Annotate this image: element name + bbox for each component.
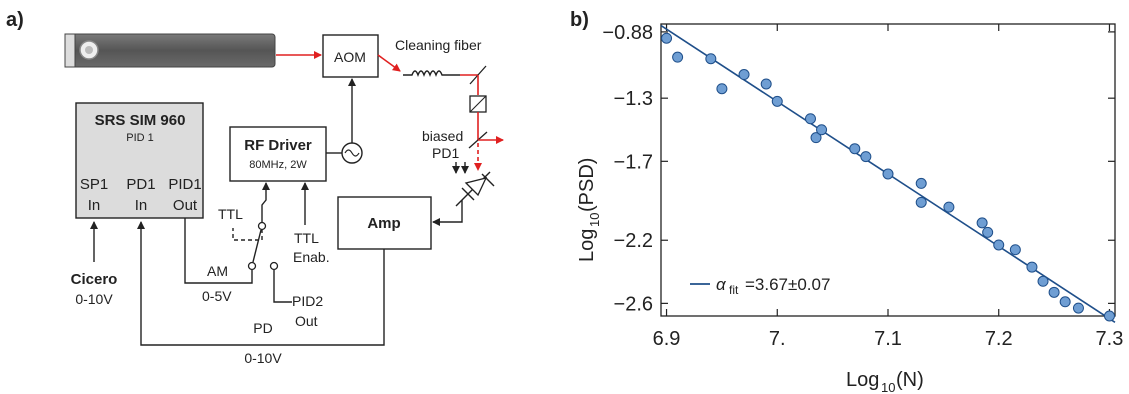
x-axis-label: Log 10 (N) [846,369,924,394]
panel-a: a) AOM Cleaning fiber biased PD1 [6,9,504,366]
legend-alpha: α [716,275,727,294]
data-point [760,78,772,90]
pd-label: PD [253,320,272,336]
data-point [982,226,994,238]
data-point [915,177,927,189]
sp1-in-label: In [88,197,101,214]
data-point [849,143,861,155]
data-point [860,151,872,163]
ttl-left-label: TTL [218,206,243,222]
wire-pid2 [273,270,292,303]
data-point [771,95,783,107]
srs-box [75,102,204,219]
wire-pd-to-amp [432,200,463,226]
aom-label: AOM [334,49,366,65]
srs-title: SRS SIM 960 [95,112,186,129]
ttl-enable-sub: Enab. [293,249,330,265]
panel-b: b) 6.9 7. 7.1 7.2 7.3 −0.88 −1.3 −1.7 −2.2 −2.6 α… [570,9,1123,394]
x-tick-label: 7.3 [1096,328,1124,350]
amp-box [337,196,432,250]
y-tick-label: −2.2 [614,230,653,252]
y-tick-label: −1.7 [614,151,653,173]
data-point [661,32,673,44]
data-point [943,201,955,213]
data-point [1103,310,1115,322]
x-tick-label: 7. [769,328,786,350]
y-tick-label: −0.88 [602,22,653,44]
rf-driver-box [229,126,327,182]
data-point [810,132,822,144]
data-point [882,168,894,180]
legend-value: =3.67±0.07 [745,275,830,294]
data-point [1072,302,1084,314]
legend-sub: fit [729,283,739,297]
pd-range: 0-10V [244,350,282,366]
rf-driver-label: RF Driver [244,137,312,154]
x-axis-label-main: Log [846,369,879,391]
axes: 6.9 7. 7.1 7.2 7.3 −0.88 −1.3 −1.7 −2.2 −2.6 [602,22,1123,350]
y-axis-label-main: Log [576,229,598,262]
data-point [1009,244,1021,256]
data-point [705,53,717,65]
data-point [716,83,728,95]
data-point [1048,286,1060,298]
data-point [915,196,927,208]
panel-a-label: a) [6,9,24,31]
fiber-coil [403,70,460,77]
x-tick-label: 7.2 [985,328,1013,350]
srs-subtitle: PID 1 [126,132,154,144]
pd1-in-label: PD1 [126,176,155,193]
cleaning-fiber-label: Cleaning fiber [395,37,482,53]
cicero-label: Cicero [71,271,118,288]
aom-box [322,34,379,78]
pd1-in-sub: In [135,197,148,214]
pid1-label: PID1 [168,176,201,193]
biased-label: biased [422,128,463,144]
am-label: AM [207,263,228,279]
x-tick-label: 6.9 [653,328,681,350]
y-tick-label: −1.3 [614,88,653,110]
data-point [672,51,684,63]
y-tick-label: −2.6 [614,293,653,315]
pid1-out-label: Out [173,197,198,214]
amp-label: Amp [367,215,400,232]
photodiode-symbol [455,171,495,207]
data-point [738,69,750,81]
pid2-out-label: Out [295,313,318,329]
data-point [993,239,1005,251]
x-tick-label: 7.1 [874,328,902,350]
ttl-enable-label: TTL [294,230,319,246]
rf-driver-spec: 80MHz, 2W [249,159,307,171]
pid2-label: PID2 [292,293,323,309]
data-point [1026,261,1038,273]
laser-module [64,33,276,68]
data-points [661,32,1115,322]
cicero-range: 0-10V [75,291,113,307]
data-point [816,124,828,136]
data-point [976,217,988,229]
y-axis-label: Log 10 (PSD) [576,158,602,262]
am-range: 0-5V [202,288,232,304]
pd1-label: PD1 [432,145,459,161]
data-point [1059,296,1071,308]
switch-symbol [232,182,279,271]
x-axis-label-tail: (N) [896,369,924,391]
wire-pid1-to-switch [184,218,253,284]
y-axis-label-tail: (PSD) [576,158,598,212]
data-point [1037,275,1049,287]
wire-pd-feedback [137,221,385,346]
y-axis-label-sub: 10 [587,213,602,227]
sp1-label: SP1 [80,176,108,193]
beam-to-fiber [377,54,401,72]
data-point [804,113,816,125]
x-axis-label-sub: 10 [881,380,895,394]
panel-b-label: b) [570,9,589,31]
